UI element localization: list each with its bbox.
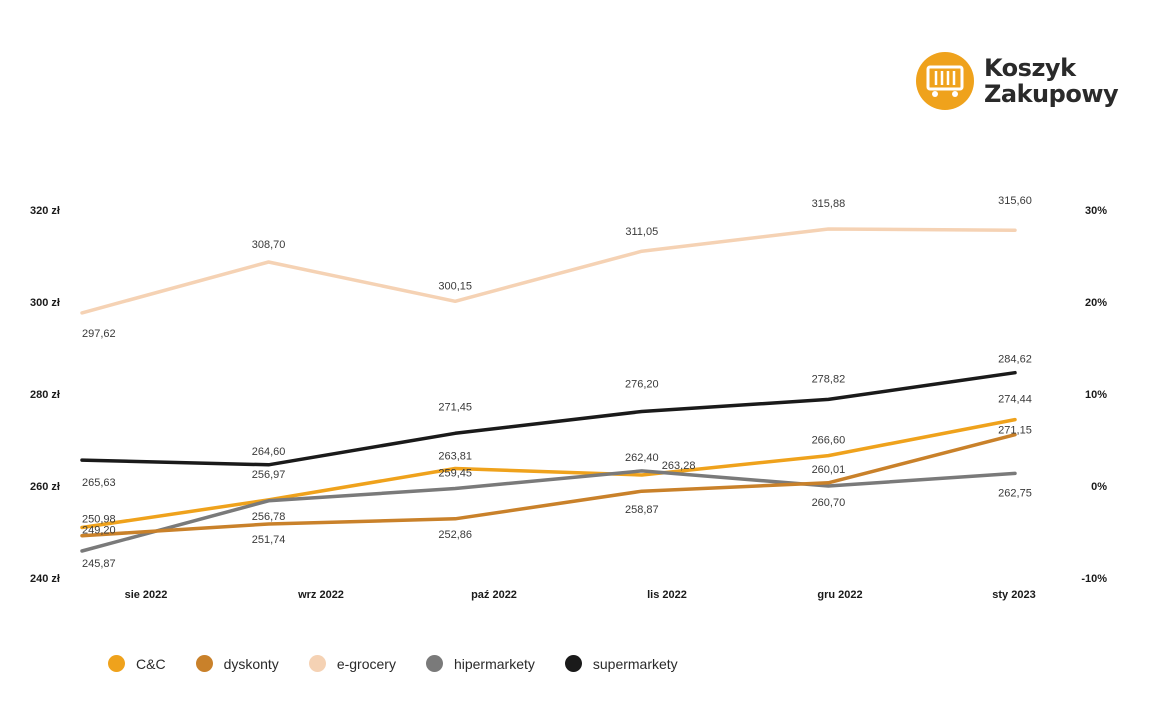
shopping-basket-icon	[916, 52, 974, 110]
x-tick-label: wrz 2022	[297, 589, 344, 601]
data-label: 258,87	[625, 504, 659, 516]
y-left-tick-label: 280 zł	[30, 389, 60, 401]
data-label: 250,98	[82, 513, 116, 525]
data-label: 284,62	[998, 354, 1032, 366]
series-line-dyskonty	[80, 432, 1017, 538]
data-label: 271,15	[998, 425, 1032, 437]
line-chart: 240 zł 260 zł 280 zł 300 zł 320 zł -10% 0% 10%…	[30, 195, 1107, 601]
legend-marker	[425, 655, 443, 672]
data-label: 274,44	[998, 394, 1032, 406]
logo-line-2: Zakupowy	[984, 80, 1119, 108]
x-tick-label: paź 2022	[471, 589, 517, 601]
y-axis-right: -10% 0% 10% 20% 30%	[1081, 205, 1107, 585]
y-left-tick-label: 260 zł	[30, 481, 60, 493]
data-label: 266,60	[812, 435, 846, 447]
legend-label: C&C	[136, 655, 166, 672]
series-line-c-c	[80, 417, 1017, 530]
data-label: 256,97	[252, 469, 286, 481]
data-label: 265,63	[82, 477, 116, 489]
legend-label: dyskonty	[223, 655, 279, 672]
x-tick-label: gru 2022	[817, 589, 862, 601]
data-label: 252,86	[438, 529, 472, 541]
data-label: 251,74	[252, 534, 286, 546]
legend: C&C dyskonty e-grocery hipermarkety supe…	[108, 655, 708, 672]
data-label: 259,45	[438, 468, 472, 480]
legend-marker	[564, 655, 582, 672]
legend-marker	[108, 655, 125, 672]
y-left-tick-label: 300 zł	[30, 297, 60, 309]
y-right-tick-label: 0%	[1091, 481, 1107, 493]
legend-item-e-grocery: e-grocery	[308, 655, 396, 672]
data-label: 315,88	[812, 198, 846, 210]
data-label: 297,62	[82, 328, 116, 340]
data-label: 278,82	[812, 373, 846, 385]
legend-marker	[195, 655, 213, 672]
series-lines	[80, 227, 1017, 553]
data-label: 308,70	[252, 239, 286, 251]
legend-item-supermarkety: supermarkety	[564, 655, 678, 672]
y-right-tick-label: -10%	[1081, 573, 1107, 585]
data-label: 271,45	[438, 401, 472, 413]
legend-marker	[308, 655, 326, 672]
legend-item-dyskonty: dyskonty	[195, 655, 279, 672]
y-right-tick-label: 10%	[1085, 389, 1107, 401]
x-tick-label: sie 2022	[125, 589, 168, 601]
x-tick-label: lis 2022	[647, 589, 687, 601]
legend-label: supermarkety	[592, 655, 678, 672]
koszyk-zakupowy-logo: Koszyk Zakupowy	[916, 52, 1119, 110]
data-label: 260,70	[812, 497, 846, 509]
legend-label: e-grocery	[336, 655, 396, 672]
y-left-tick-label: 240 zł	[30, 573, 60, 585]
y-axis-left: 240 zł 260 zł 280 zł 300 zł 320 zł	[30, 205, 60, 585]
y-right-tick-label: 20%	[1085, 297, 1107, 309]
data-label: 276,20	[625, 378, 659, 390]
series-line-e-grocery	[80, 227, 1017, 315]
data-label: 262,40	[625, 452, 659, 464]
data-label: 263,81	[438, 450, 472, 462]
x-axis: sie 2022 wrz 2022 paź 2022 lis 2022 gru 2022…	[125, 589, 1036, 601]
data-label: 245,87	[82, 558, 116, 570]
data-labels: 297,62 308,70 300,15 311,05 315,88 315,60 265,…	[82, 195, 1032, 570]
data-label: 256,78	[252, 511, 286, 523]
y-left-tick-label: 320 zł	[30, 205, 60, 217]
data-label: 263,28	[662, 460, 696, 472]
legend-label: hipermarkety	[453, 655, 535, 672]
data-label: 311,05	[625, 226, 658, 238]
data-label: 264,60	[252, 446, 286, 458]
data-label: 249,20	[82, 525, 116, 537]
legend-item-cc: C&C	[108, 655, 166, 672]
data-label: 315,60	[998, 195, 1032, 207]
series-line-supermarkety	[80, 370, 1017, 467]
logo-line-1: Koszyk	[984, 54, 1076, 82]
data-label: 300,15	[438, 280, 472, 292]
legend-item-hipermarkety: hipermarkety	[425, 655, 535, 672]
series-line-hipermarkety	[80, 469, 1017, 553]
y-right-tick-label: 30%	[1085, 205, 1107, 217]
data-label: 260,01	[812, 464, 846, 476]
data-label: 262,75	[998, 487, 1032, 499]
x-tick-label: sty 2023	[992, 589, 1035, 601]
logo-text: Koszyk Zakupowy	[984, 54, 1119, 108]
